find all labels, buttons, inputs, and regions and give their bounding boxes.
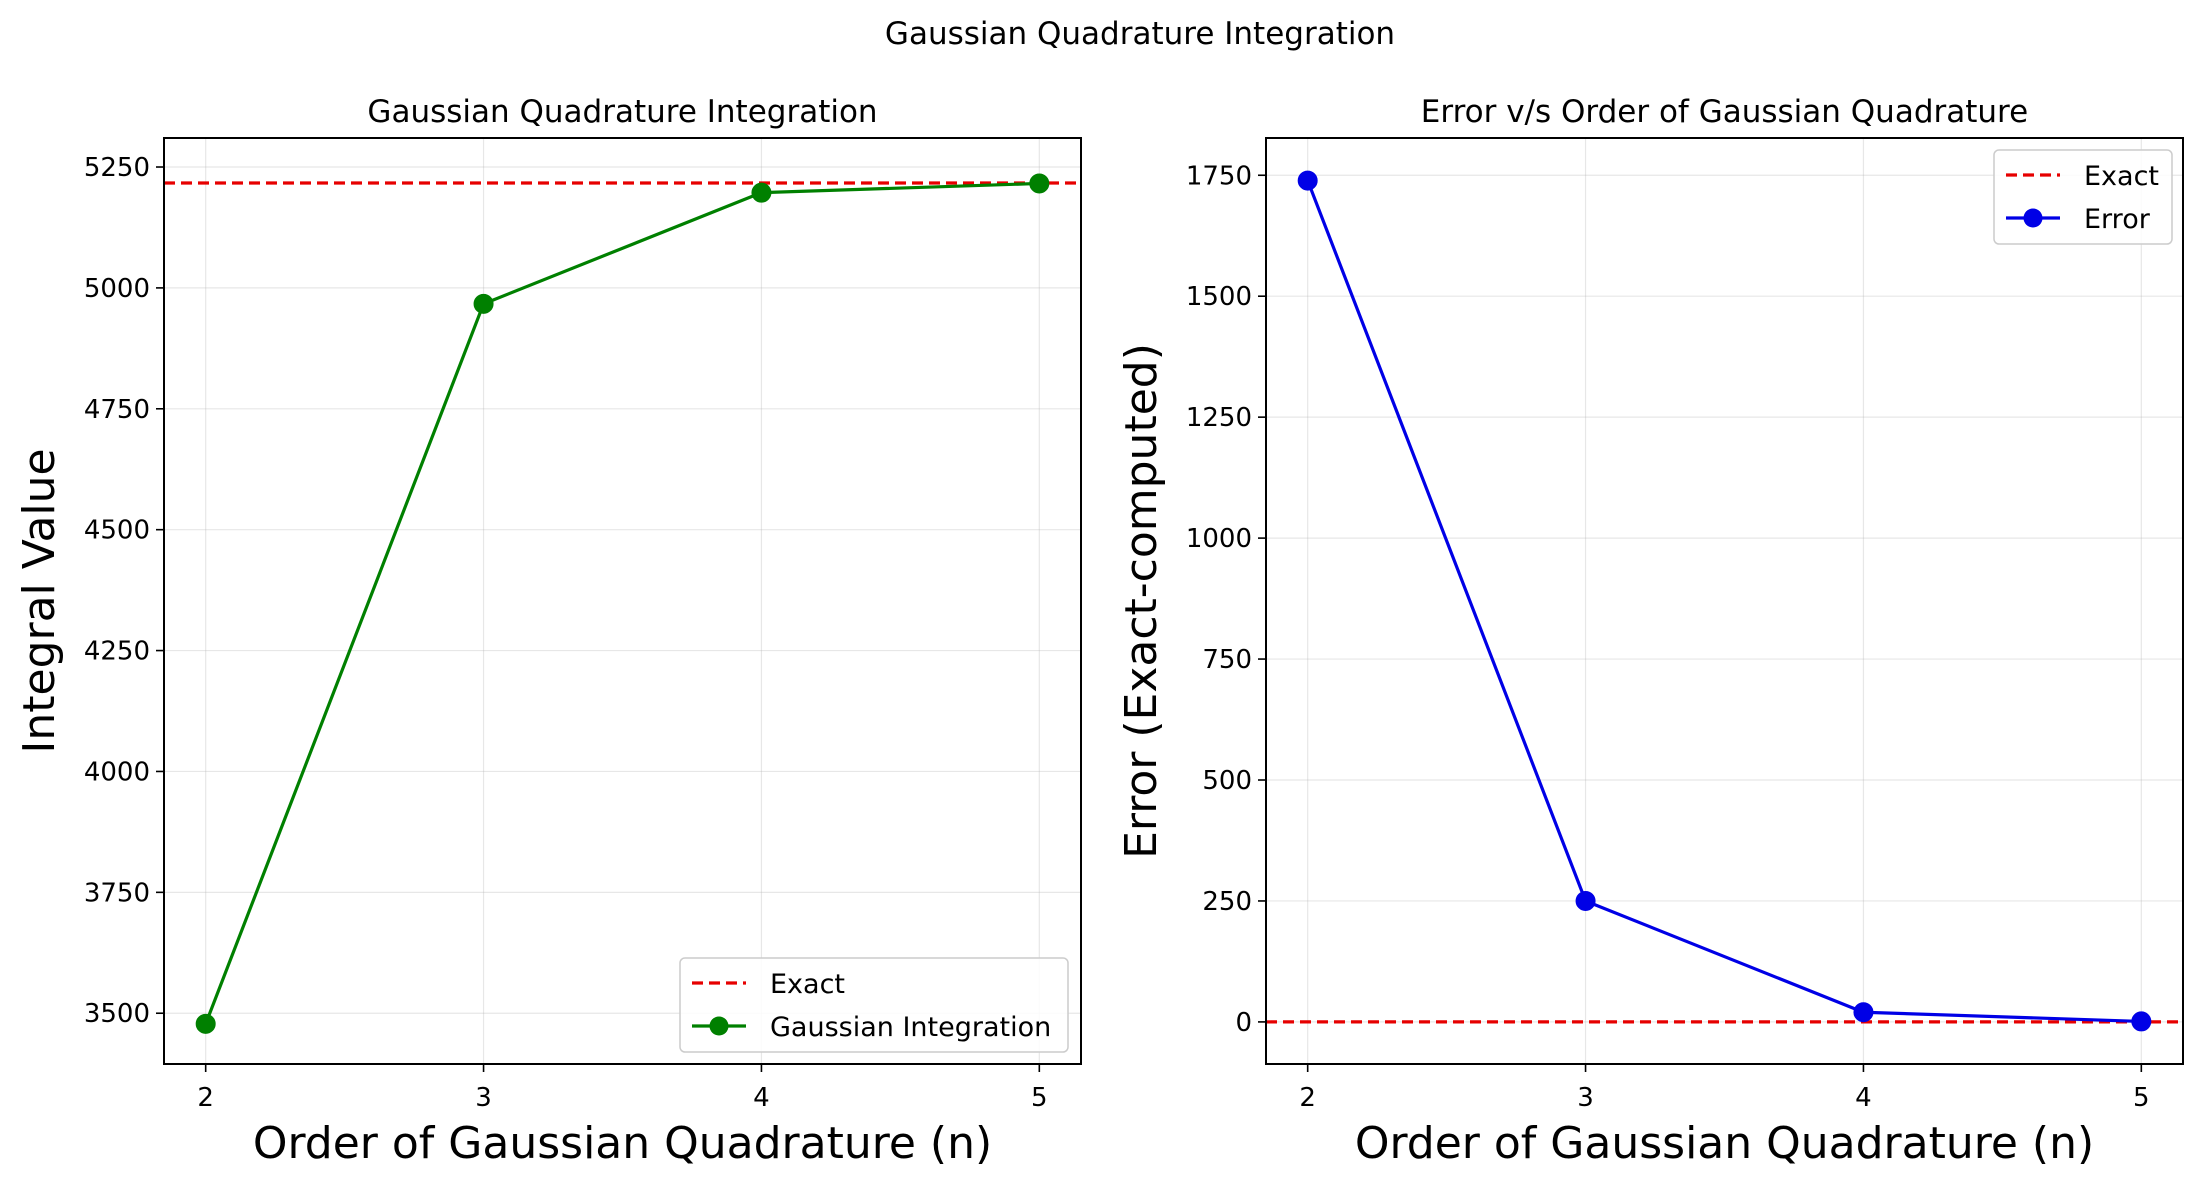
legend-box <box>679 957 1069 1053</box>
legend-series-label: Gaussian Integration <box>770 1012 1051 1043</box>
chart-integral-value: 2 3 4 5 3500 3750 4000 4250 4500 4750 5000 5250 Gaus… <box>14 94 1082 1169</box>
y-tick-label: 4500 <box>84 516 150 546</box>
x-tick-label: 4 <box>753 1083 770 1113</box>
x-tick-label: 2 <box>1299 1083 1316 1113</box>
x-tick-label: 4 <box>1855 1083 1872 1113</box>
y-tick-label: 5250 <box>84 153 150 183</box>
legend-series-label: Error <box>2084 204 2151 235</box>
y-tick-label: 4250 <box>84 637 150 667</box>
chart-error: 2 3 4 5 0 250 500 750 1000 1250 1500 1750 Error v/s … <box>1116 94 2184 1169</box>
y-axis-label: Error (Exact-computed) <box>1116 343 1167 859</box>
data-point <box>1853 1002 1874 1023</box>
x-axis-label: Order of Gaussian Quadrature (n) <box>253 1118 992 1169</box>
x-tick-label: 3 <box>1577 1083 1594 1113</box>
data-point <box>473 293 494 314</box>
data-point <box>2131 1011 2152 1032</box>
data-point <box>195 1013 216 1034</box>
y-tick-label: 750 <box>1202 645 1252 675</box>
legend-exact-label: Exact <box>770 969 845 1000</box>
y-tick-label: 1000 <box>1186 524 1252 554</box>
y-tick-label: 4750 <box>84 395 150 425</box>
y-tick-label: 1750 <box>1186 161 1252 191</box>
figure-suptitle: Gaussian Quadrature Integration <box>885 16 1395 52</box>
y-tick-label: 500 <box>1202 766 1252 796</box>
series-line <box>204 181 1040 1025</box>
x-tick-label: 5 <box>2133 1083 2150 1113</box>
data-point <box>751 182 772 203</box>
legend-series-marker <box>2023 208 2043 228</box>
legend: Exact Error <box>1993 149 2173 245</box>
y-tick-label: 3500 <box>84 999 150 1029</box>
y-tick-label: 1250 <box>1186 403 1252 433</box>
data-point <box>1029 173 1050 194</box>
legend-exact-label: Exact <box>2084 161 2159 192</box>
data-point <box>1297 170 1318 191</box>
y-tick-label: 4000 <box>84 757 150 787</box>
chart-title: Gaussian Quadrature Integration <box>367 94 877 130</box>
x-tick-label: 5 <box>1031 1083 1048 1113</box>
x-tick-label: 3 <box>475 1083 492 1113</box>
y-tick-label: 1500 <box>1186 282 1252 312</box>
plot-area-frame <box>1265 137 2184 1065</box>
y-tick-label: 250 <box>1202 887 1252 917</box>
y-tick-label: 5000 <box>84 274 150 304</box>
y-tick-label: 3750 <box>84 878 150 908</box>
y-tick-label: 0 <box>1235 1008 1252 1038</box>
legend-series-marker <box>709 1016 729 1036</box>
plot-area-frame <box>163 137 1082 1065</box>
chart-title: Error v/s Order of Gaussian Quadrature <box>1421 94 2028 130</box>
legend: Exact Gaussian Integration <box>679 957 1069 1053</box>
x-tick-label: 2 <box>197 1083 214 1113</box>
data-point <box>1575 890 1596 911</box>
series-line <box>1306 179 2142 1024</box>
x-axis-label: Order of Gaussian Quadrature (n) <box>1355 1118 2094 1169</box>
y-axis-label: Integral Value <box>14 448 65 753</box>
